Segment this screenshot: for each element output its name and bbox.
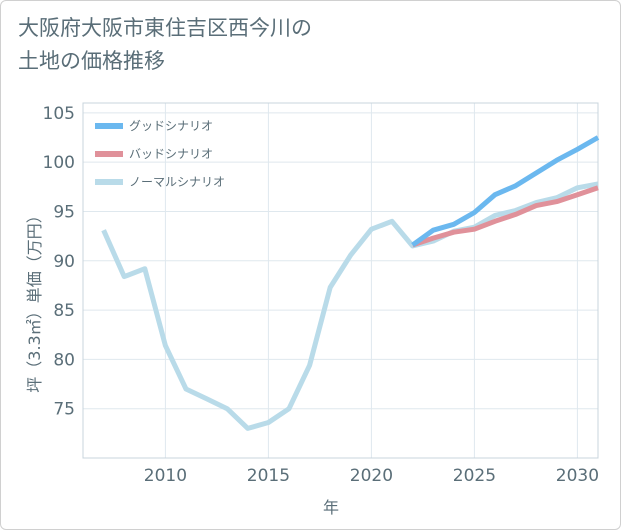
x-axis-label: 年 bbox=[323, 498, 339, 517]
legend-label: バッドシナリオ bbox=[129, 147, 213, 161]
y-tick-label: 85 bbox=[53, 301, 75, 321]
plot-border bbox=[82, 102, 599, 459]
y-axis-label: 坪（3.3㎡）単価（万円） bbox=[25, 207, 44, 392]
y-tick-label: 75 bbox=[53, 400, 75, 420]
series-line-1 bbox=[411, 185, 599, 248]
y-tick-label: 105 bbox=[43, 104, 75, 124]
x-tick-label: 2020 bbox=[350, 466, 393, 486]
legend-label: ノーマルシナリオ bbox=[129, 175, 225, 189]
legend-label: グッドシナリオ bbox=[129, 119, 213, 133]
chart-title: 大阪府大阪市東住吉区西今川の 土地の価格推移 bbox=[18, 16, 312, 73]
grid-lines bbox=[83, 103, 598, 458]
x-tick-label: 2025 bbox=[453, 466, 496, 486]
y-tick-label: 80 bbox=[53, 350, 75, 370]
x-tick-label: 2030 bbox=[556, 466, 599, 486]
series-line-2 bbox=[101, 181, 599, 431]
y-tick-label: 90 bbox=[53, 252, 75, 272]
y-tick-label: 100 bbox=[43, 153, 75, 173]
tick-labels: 75 80 85 90 95 100 105 2010 2015 2020 2025 2030 bbox=[43, 104, 599, 486]
series-line-0 bbox=[411, 135, 600, 248]
y-tick-label: 95 bbox=[53, 202, 75, 222]
series-lines bbox=[101, 135, 600, 431]
x-tick-label: 2015 bbox=[247, 466, 290, 486]
x-tick-label: 2010 bbox=[144, 466, 187, 486]
axes bbox=[82, 102, 599, 459]
